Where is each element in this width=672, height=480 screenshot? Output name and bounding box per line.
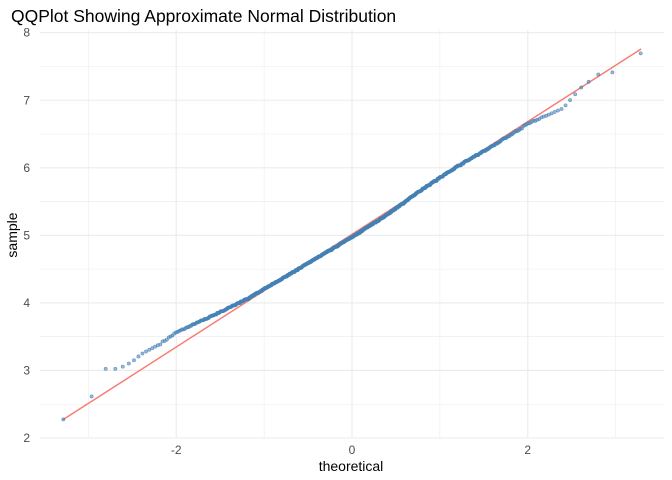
x-tick-label: 2: [524, 443, 531, 457]
reference-line-layer: [62, 48, 642, 421]
data-point: [132, 358, 136, 363]
data-point: [158, 342, 163, 347]
data-point: [596, 72, 601, 77]
data-point: [126, 361, 131, 366]
y-tick-label: 7: [23, 93, 30, 107]
data-point: [586, 79, 591, 84]
points-layer: [61, 51, 643, 422]
y-tick-label: 2: [23, 431, 30, 445]
data-point: [556, 108, 560, 113]
data-point: [136, 354, 141, 359]
data-point: [638, 51, 643, 56]
y-tick-labels: 2 3 4 5 6 7 8: [23, 26, 30, 445]
data-point: [552, 110, 557, 114]
data-point: [150, 346, 155, 351]
y-tick-label: 4: [23, 296, 30, 310]
reference-line: [62, 48, 642, 421]
data-point: [140, 351, 145, 356]
data-point: [559, 107, 564, 111]
data-point: [563, 103, 568, 108]
data-point: [579, 85, 584, 90]
x-tick-label: -2: [171, 443, 182, 457]
data-point: [568, 98, 572, 103]
y-axis-title: sample: [4, 212, 20, 257]
data-point: [113, 366, 118, 371]
data-point: [610, 70, 615, 75]
data-point: [103, 366, 108, 371]
chart-title: QQPlot Showing Approximate Normal Distri…: [11, 6, 397, 26]
data-point: [89, 394, 94, 399]
data-point: [549, 111, 554, 116]
x-tick-label: 0: [349, 443, 356, 457]
data-point: [147, 347, 152, 352]
x-tick-labels: -2 0 2: [171, 443, 532, 457]
data-point: [144, 349, 148, 354]
data-point: [573, 92, 578, 97]
data-point: [120, 364, 125, 369]
x-axis-title: theoretical: [319, 458, 384, 474]
y-tick-label: 6: [23, 161, 30, 175]
y-tick-label: 8: [23, 26, 30, 40]
y-tick-label: 3: [23, 363, 30, 377]
data-point: [61, 417, 66, 422]
y-tick-label: 5: [23, 228, 30, 242]
